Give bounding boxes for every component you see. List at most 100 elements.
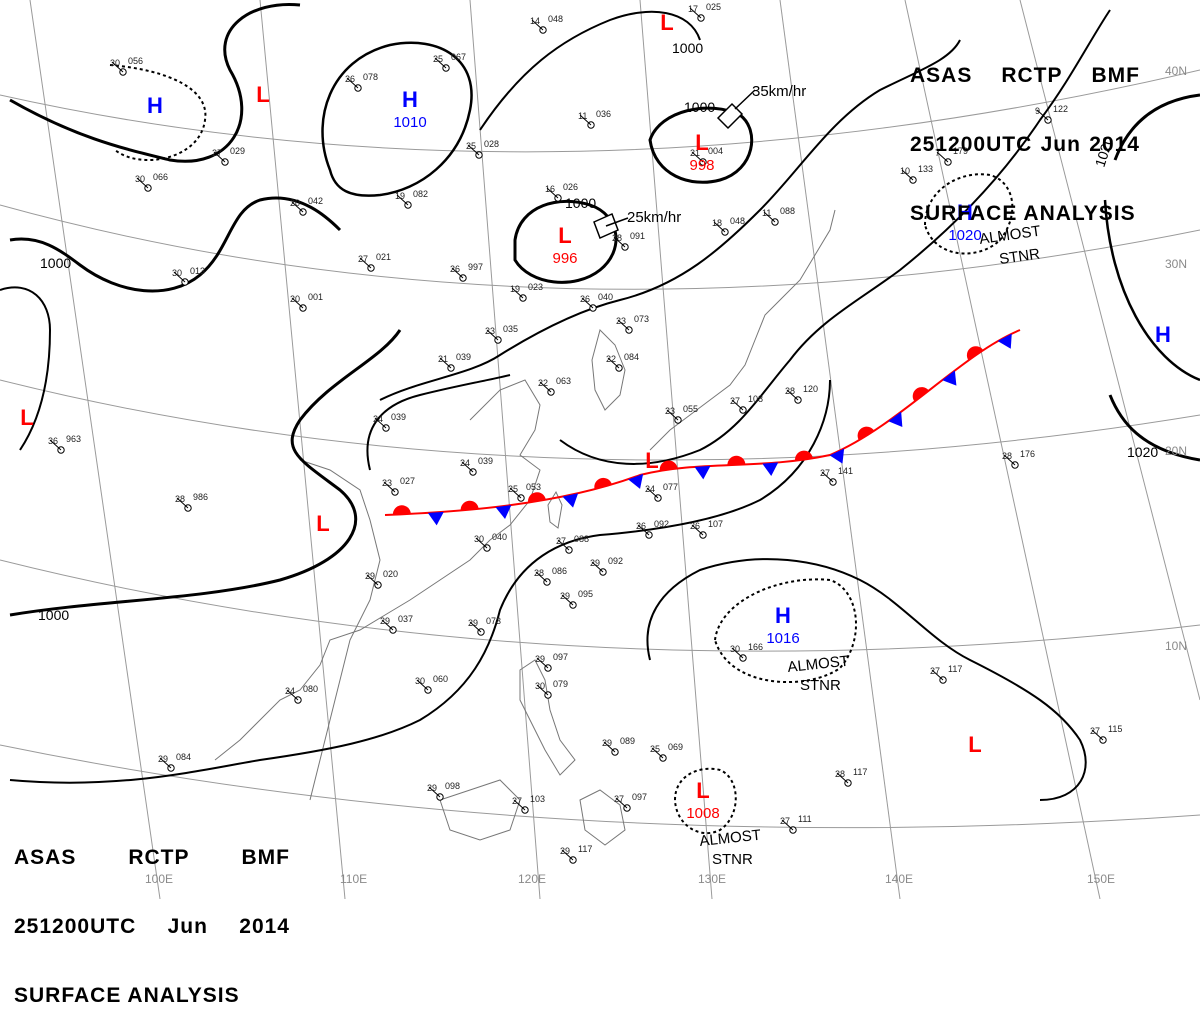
lat-label: 20N <box>1165 444 1187 458</box>
station-temperature: 27 <box>512 796 522 806</box>
wind-barb-icon <box>286 689 299 701</box>
wind-barb-icon <box>581 297 594 309</box>
station-pressure: 039 <box>478 456 493 466</box>
station-temperature: 27 <box>820 468 830 478</box>
isobar-1010-high <box>321 41 473 197</box>
cold-front-triangle <box>562 493 579 508</box>
wind-barb-icon <box>434 57 447 69</box>
wind-barb-icon <box>531 19 544 31</box>
header-office: BMF <box>241 846 290 869</box>
isobar-low-west <box>0 286 52 451</box>
wind-barb-icon <box>615 797 628 809</box>
station-plot: 30 056 <box>110 56 143 76</box>
low-symbol: L <box>696 778 709 803</box>
station-pressure: 115 <box>1108 724 1122 734</box>
station-plot: 22 084 <box>606 352 639 372</box>
coastlines <box>214 209 836 846</box>
station-temperature: 21 <box>690 148 700 158</box>
wind-barb-icon <box>451 267 464 279</box>
station-temperature: 29 <box>380 616 390 626</box>
central-pressure-label: 998 <box>689 157 714 174</box>
high-symbol: H <box>147 93 163 118</box>
japan-coast <box>649 209 836 451</box>
motion-arrow-1 <box>716 102 744 130</box>
station-temperature: 36 <box>48 436 58 446</box>
low-symbol: L <box>256 82 269 107</box>
header-datetime: 251200UTC <box>910 133 1033 156</box>
station-temperature: 29 <box>560 591 570 601</box>
wind-barb-icon <box>607 357 620 369</box>
station-plot: 29 073 <box>468 616 501 636</box>
wind-barb-icon <box>291 201 304 213</box>
lon-label: 110E <box>340 872 367 886</box>
station-temperature: 26 <box>636 521 646 531</box>
low-pressure-center: L <box>645 448 658 473</box>
station-pressure: 122 <box>1053 104 1068 114</box>
station-plot: 24 039 <box>373 412 406 432</box>
dotted-low-1008 <box>673 767 737 835</box>
warm-front-semicircle <box>392 505 411 515</box>
station-plot: 29 020 <box>365 569 398 589</box>
wind-barb-icon <box>136 177 149 189</box>
station-pressure: 048 <box>730 216 745 226</box>
high-symbol: H <box>957 200 973 225</box>
station-temperature: 20 <box>290 198 300 208</box>
station-pressure: 117 <box>853 767 867 777</box>
station-temperature: 21 <box>438 354 448 364</box>
wind-barb-icon <box>461 461 474 473</box>
station-temperature: 27 <box>780 816 790 826</box>
station-temperature: 27 <box>212 148 222 158</box>
wind-barb-icon <box>49 439 62 451</box>
station-pressure: 092 <box>608 556 623 566</box>
wind-barb-icon <box>346 77 359 89</box>
station-temperature: 29 <box>365 571 375 581</box>
station-pressure: 098 <box>445 781 460 791</box>
station-pressure: 080 <box>303 684 318 694</box>
station-pressure: 029 <box>230 146 245 156</box>
station-temperature: 26 <box>345 74 355 84</box>
warm-front-semicircle <box>460 500 479 511</box>
weather-chart: 30 056 26 078 25 067 14 048 17 025 27 029 25 028 11 036… <box>0 0 1200 1007</box>
central-pressure-label: 1008 <box>686 805 719 822</box>
station-temperature: 30 <box>110 58 120 68</box>
station-pressure: 053 <box>526 482 541 492</box>
chart-header-bottom: ASAS RCTP BMF 251200UTC Jun 2014 SURFACE… <box>14 800 290 1030</box>
station-temperature: 24 <box>460 458 470 468</box>
station-plot: 30 079 <box>535 679 568 699</box>
station-plot: 23 055 <box>665 404 698 424</box>
station-plot: 17 025 <box>688 2 721 22</box>
station-plot: 25 028 <box>466 139 499 159</box>
station-pressure: 042 <box>308 196 323 206</box>
station-plot: 23 035 <box>485 324 518 344</box>
station-pressure: 023 <box>528 282 543 292</box>
station-pressure: 986 <box>193 492 208 502</box>
warm-front-semicircle <box>727 455 746 466</box>
station-plot: 25 069 <box>650 742 683 762</box>
warm-front-semicircle <box>594 477 612 490</box>
central-pressure-label: 1020 <box>948 227 981 244</box>
station-temperature: 29 <box>158 754 168 764</box>
isobar-label: 1000 <box>565 195 596 211</box>
low-pressure-center: L <box>968 732 981 757</box>
lat-label: 40N <box>1165 64 1187 78</box>
station-plot: 24 039 <box>460 456 493 476</box>
station-pressure: 117 <box>578 844 592 854</box>
lon-line-120e <box>469 0 541 900</box>
header-row-issuer: ASAS RCTP BMF <box>14 846 290 869</box>
lon-label: 120E <box>518 872 546 886</box>
wind-barb-icon <box>901 169 914 181</box>
station-pressure: 176 <box>1020 449 1035 459</box>
station-temperature: 29 <box>560 846 570 856</box>
lon-line-100e <box>29 0 161 900</box>
station-temperature: 22 <box>538 378 548 388</box>
station-temperature: 29 <box>535 654 545 664</box>
station-temperature: 26 <box>690 521 700 531</box>
wind-barb-icon <box>763 211 776 223</box>
isobar-labels: 1000 1000 1000 1000 1020 1020 1000 <box>38 40 1158 623</box>
header-office: BMF <box>1091 64 1140 87</box>
station-pressure: 117 <box>948 664 962 674</box>
low-pressure-center: L 996 <box>552 223 577 267</box>
header-year: 2014 <box>239 915 290 938</box>
station-plot: 30 166 <box>730 642 763 662</box>
station-plot: 24 080 <box>285 684 318 704</box>
